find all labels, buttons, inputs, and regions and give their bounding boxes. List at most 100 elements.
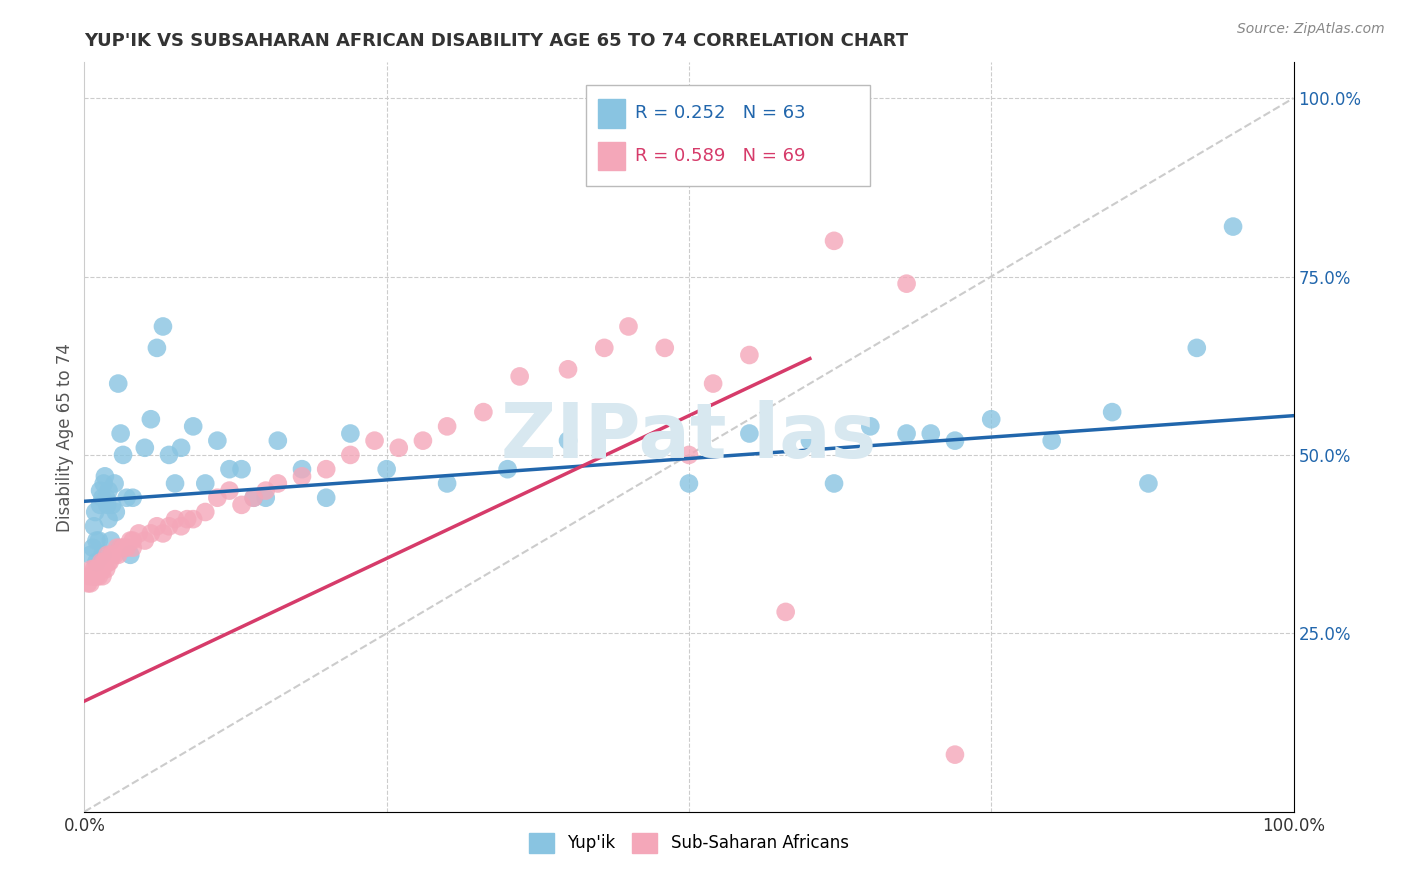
Point — [896, 426, 918, 441]
Point — [79, 576, 101, 591]
Point — [920, 426, 942, 441]
Point — [291, 462, 314, 476]
Point — [82, 541, 104, 555]
Point — [115, 541, 138, 555]
Point — [112, 541, 135, 555]
Point — [557, 362, 579, 376]
Point — [96, 548, 118, 562]
Point — [617, 319, 640, 334]
Point — [86, 562, 108, 576]
Point — [121, 533, 143, 548]
Point — [207, 491, 229, 505]
Point — [702, 376, 724, 391]
Point — [139, 526, 162, 541]
Point — [254, 491, 277, 505]
Point — [104, 548, 127, 562]
Point — [472, 405, 495, 419]
Point — [363, 434, 385, 448]
Point — [218, 483, 240, 498]
Point — [93, 555, 115, 569]
Point — [218, 462, 240, 476]
Point — [112, 448, 135, 462]
Text: Source: ZipAtlas.com: Source: ZipAtlas.com — [1237, 22, 1385, 37]
Point — [242, 491, 264, 505]
Point — [86, 562, 108, 576]
Point — [181, 512, 204, 526]
Point — [89, 562, 111, 576]
Point — [91, 491, 114, 505]
Point — [87, 569, 110, 583]
Point — [799, 434, 821, 448]
Point — [170, 519, 193, 533]
Point — [128, 526, 150, 541]
Legend: Yup'ik, Sub-Saharan Africans: Yup'ik, Sub-Saharan Africans — [523, 826, 855, 860]
Bar — [599, 142, 624, 170]
Point — [267, 476, 290, 491]
Point — [1222, 219, 1244, 234]
Text: ZIPat las: ZIPat las — [502, 401, 876, 474]
Point — [91, 569, 114, 583]
Point — [654, 341, 676, 355]
Point — [107, 548, 129, 562]
Point — [77, 569, 100, 583]
Point — [375, 462, 398, 476]
Point — [152, 319, 174, 334]
Point — [896, 277, 918, 291]
Point — [100, 533, 122, 548]
Point — [1101, 405, 1123, 419]
Point — [181, 419, 204, 434]
Point — [91, 548, 114, 562]
Point — [87, 533, 110, 548]
Point — [231, 462, 253, 476]
Point — [86, 533, 108, 548]
Point — [105, 541, 128, 555]
Point — [110, 541, 132, 555]
Point — [1137, 476, 1160, 491]
Point — [86, 555, 108, 569]
Point — [82, 569, 104, 583]
Point — [339, 448, 361, 462]
Text: R = 0.252   N = 63: R = 0.252 N = 63 — [634, 104, 806, 122]
Point — [738, 348, 761, 362]
Point — [152, 526, 174, 541]
Point — [134, 441, 156, 455]
Point — [84, 569, 107, 583]
Point — [94, 555, 117, 569]
Point — [100, 548, 122, 562]
Point — [120, 533, 142, 548]
Point — [134, 533, 156, 548]
Point — [231, 498, 253, 512]
Point — [89, 483, 111, 498]
Point — [436, 476, 458, 491]
Point — [194, 505, 217, 519]
Point — [678, 476, 700, 491]
Point — [83, 562, 105, 576]
Bar — [599, 99, 624, 128]
Point — [79, 548, 101, 562]
Point — [94, 469, 117, 483]
Point — [509, 369, 531, 384]
Point — [738, 426, 761, 441]
Point — [207, 434, 229, 448]
Point — [170, 441, 193, 455]
Point — [165, 476, 187, 491]
Point — [267, 434, 290, 448]
Point — [121, 541, 143, 555]
Point — [83, 519, 105, 533]
Point — [496, 462, 519, 476]
Point — [94, 491, 117, 505]
Point — [97, 512, 120, 526]
Text: R = 0.589   N = 69: R = 0.589 N = 69 — [634, 147, 806, 165]
Point — [157, 519, 180, 533]
Point — [93, 476, 115, 491]
Point — [107, 376, 129, 391]
Point — [91, 562, 114, 576]
Point — [80, 562, 103, 576]
Point — [291, 469, 314, 483]
Point — [139, 412, 162, 426]
Point — [98, 555, 121, 569]
Point — [97, 483, 120, 498]
Point — [121, 491, 143, 505]
Point — [315, 462, 337, 476]
Point — [436, 419, 458, 434]
